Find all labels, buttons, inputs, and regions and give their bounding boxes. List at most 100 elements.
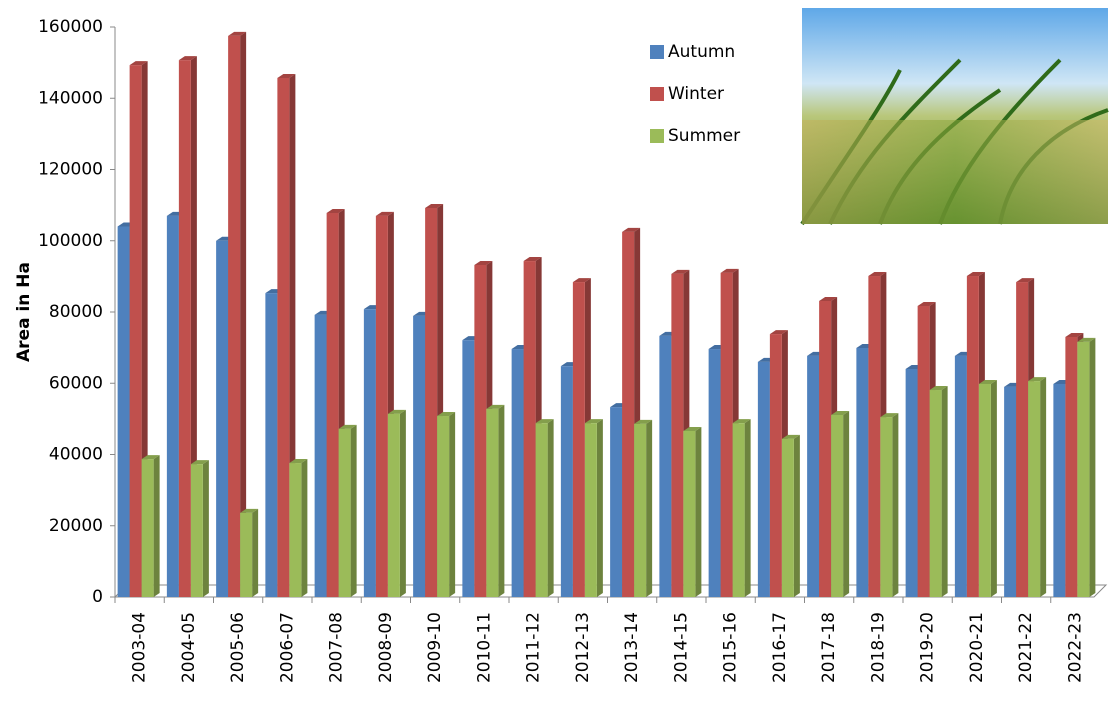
bar-side — [498, 404, 505, 597]
bar-front — [610, 407, 623, 597]
bar-side — [1040, 377, 1047, 597]
bar-front — [363, 309, 376, 597]
bar-side — [941, 386, 948, 597]
bar-front — [781, 438, 794, 597]
bar-top — [437, 412, 456, 417]
bar-top — [474, 260, 493, 265]
bar-top — [486, 404, 505, 409]
bar-front — [425, 207, 438, 597]
bar — [228, 31, 247, 597]
bar-front — [474, 264, 487, 597]
x-tick-label: 2006-07 — [277, 612, 297, 683]
bar — [437, 412, 456, 597]
bar-front — [437, 416, 450, 597]
bar-top — [634, 419, 653, 424]
bar-top — [1077, 337, 1096, 342]
bar-side — [892, 413, 899, 597]
x-tick-label: 2019-20 — [918, 612, 938, 683]
x-tick-label: 2003-04 — [130, 612, 150, 683]
x-tick-label: 2013-14 — [622, 612, 642, 683]
x-tick-label: 2015-16 — [721, 612, 741, 683]
bar-front — [880, 417, 893, 597]
bar-top — [277, 73, 296, 78]
bar-front — [511, 349, 524, 597]
bar-side — [843, 410, 850, 597]
y-tick-label: 0 — [92, 587, 103, 607]
bar-front — [129, 65, 142, 597]
bar — [978, 379, 997, 597]
y-tick-label: 120000 — [38, 160, 103, 180]
bar-top — [769, 330, 788, 335]
x-tick-label: 2012-13 — [573, 612, 593, 683]
bar-front — [190, 464, 203, 597]
bar — [240, 508, 259, 597]
bar-front — [732, 423, 745, 597]
bar — [929, 386, 948, 597]
bar — [634, 419, 653, 597]
bar — [486, 404, 505, 597]
x-tick-label: 2021-22 — [1016, 612, 1036, 683]
bar-top — [190, 460, 209, 465]
bar-front — [659, 335, 672, 597]
bar — [190, 460, 209, 597]
legend-label: Autumn — [668, 42, 735, 62]
bar-top — [781, 434, 800, 439]
bar-top — [178, 56, 197, 61]
bar-front — [917, 305, 930, 597]
bar-side — [744, 419, 751, 597]
bar-top — [1028, 377, 1047, 382]
bar-front — [141, 459, 154, 597]
y-tick-label: 20000 — [49, 516, 103, 536]
bar-side — [399, 409, 406, 597]
x-tick-label: 2022-23 — [1065, 612, 1085, 683]
bar-top — [141, 455, 160, 460]
bar — [831, 410, 850, 597]
bar-top — [240, 508, 259, 513]
bar-top — [584, 419, 603, 424]
bar-front — [314, 314, 327, 597]
bar-front — [807, 355, 820, 597]
bar-top — [868, 272, 887, 277]
y-tick-label: 60000 — [49, 373, 103, 393]
bar-top — [228, 31, 247, 36]
bar-front — [1065, 336, 1078, 597]
bar — [535, 419, 554, 597]
bar-front — [178, 60, 191, 598]
bar-top — [917, 301, 936, 306]
y-tick-label: 40000 — [49, 445, 103, 465]
bar-top — [732, 419, 751, 424]
bar-front — [1004, 386, 1017, 597]
y-tick-label: 140000 — [38, 88, 103, 108]
bar-top — [929, 386, 948, 391]
bar-front — [856, 347, 869, 597]
y-axis-label: Area in Ha — [14, 262, 34, 362]
bar — [178, 56, 197, 598]
bar-front — [572, 282, 585, 597]
bar — [781, 434, 800, 597]
bar-front — [905, 369, 918, 597]
bar-side — [153, 455, 160, 597]
bar-top — [683, 426, 702, 431]
bar-side — [301, 459, 308, 597]
bar-top — [289, 459, 308, 464]
bar-front — [622, 231, 635, 597]
bar-top — [966, 272, 985, 277]
legend-swatch — [650, 87, 664, 101]
bar-top — [523, 257, 542, 262]
bar-front — [929, 390, 942, 597]
bar-side — [596, 419, 603, 597]
bar-front — [831, 414, 844, 597]
bar-top — [880, 413, 899, 418]
y-tick-label: 80000 — [49, 302, 103, 322]
bar-front — [228, 35, 241, 597]
bar-front — [117, 226, 130, 597]
bar — [584, 419, 603, 597]
legend-label: Winter — [668, 84, 724, 104]
y-tick-label: 160000 — [38, 17, 103, 37]
bar-front — [289, 463, 302, 597]
bar-front — [375, 215, 388, 597]
bar-front — [265, 293, 278, 597]
bar-front — [757, 361, 770, 597]
bar-top — [387, 409, 406, 414]
